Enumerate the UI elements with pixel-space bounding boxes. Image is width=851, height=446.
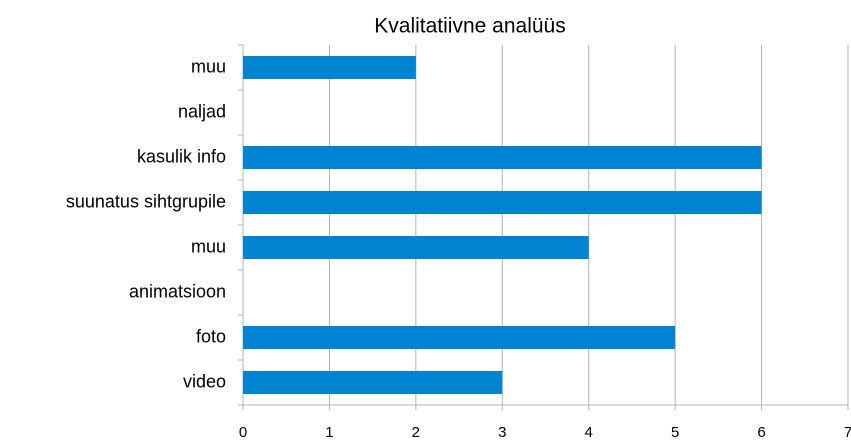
y-tick-label: muu	[191, 56, 226, 76]
y-tick-label: naljad	[178, 101, 226, 121]
x-tick-label: 4	[585, 424, 593, 441]
x-tick-label: 0	[239, 424, 247, 441]
x-tick-label: 6	[757, 424, 765, 441]
x-tick-label: 5	[671, 424, 679, 441]
y-tick-label: foto	[196, 326, 226, 346]
x-tick-label: 2	[412, 424, 420, 441]
x-tick-label: 3	[498, 424, 506, 441]
bar	[243, 236, 589, 259]
y-tick-label: video	[183, 371, 226, 391]
y-tick-label: animatsioon	[129, 281, 226, 301]
x-tick-label: 1	[325, 424, 333, 441]
bar	[243, 191, 762, 214]
bar	[243, 146, 762, 169]
bar	[243, 56, 416, 79]
y-tick-label: suunatus sihtgrupile	[66, 191, 226, 211]
bar	[243, 371, 503, 394]
x-tick-label: 7	[844, 424, 851, 441]
y-tick-label: kasulik info	[137, 146, 226, 166]
bar	[243, 326, 676, 349]
y-tick-label: muu	[191, 236, 226, 256]
chart-title: Kvalitatiivne analüüs	[374, 15, 565, 38]
